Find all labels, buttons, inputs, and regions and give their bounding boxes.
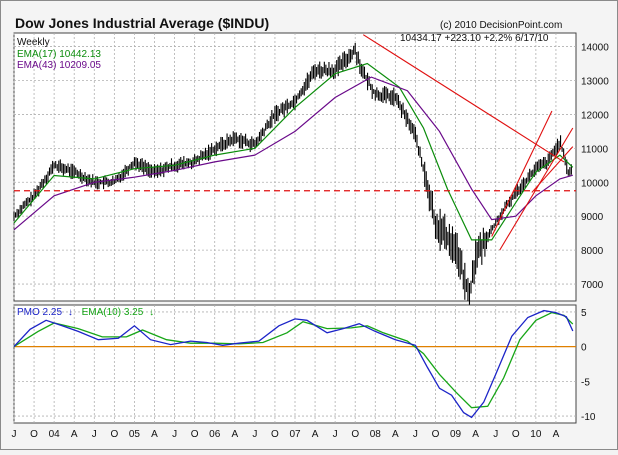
x-tick-label: 07	[289, 429, 301, 440]
x-tick-label: J	[252, 429, 257, 440]
x-tick-label: O	[512, 429, 520, 440]
pmo-y-axis: -10 -5 0 5	[581, 308, 596, 423]
price-y-tick-label: 14000	[581, 43, 609, 54]
x-tick-label: A	[231, 429, 238, 440]
x-tick-label: A	[553, 429, 560, 440]
x-tick-label: O	[271, 429, 279, 440]
quote-text: 10434.17 +223.10 +2.2% 6/17/10	[400, 33, 549, 44]
x-tick-label: 04	[49, 429, 61, 440]
price-plot	[13, 34, 576, 313]
pmo-arrow: ↓	[68, 307, 73, 318]
price-y-axis: 7000 8000 9000 10000 11000 12000 13000 14000	[581, 43, 609, 291]
x-tick-label: A	[71, 429, 78, 440]
trend-line	[491, 110, 553, 237]
pmo-ema-legend-label: EMA(10) 3.25	[82, 307, 144, 318]
x-tick-label: J	[493, 429, 498, 440]
pmo-ema-line	[13, 311, 574, 409]
x-tick-label: A	[312, 429, 319, 440]
price-y-tick-label: 12000	[581, 110, 609, 121]
trend-line	[499, 127, 574, 251]
x-tick-label: O	[110, 429, 118, 440]
pmo-legend: PMO 2.25 ↓ EMA(10) 3.25 ↓	[17, 307, 154, 318]
ema43-line	[13, 76, 573, 231]
pmo-ema-arrow: ↓	[149, 307, 154, 318]
x-tick-label: J	[172, 429, 177, 440]
pmo-grid	[13, 305, 576, 423]
x-tick-label: A	[472, 429, 479, 440]
x-tick-label: A	[151, 429, 158, 440]
ema17-line	[13, 62, 574, 241]
price-y-tick-label: 7000	[581, 280, 604, 291]
x-tick-label: 08	[370, 429, 382, 440]
ema17-legend: EMA(17) 10442.13	[17, 49, 101, 60]
price-y-tick-label: 9000	[581, 212, 604, 223]
pmo-legend-label: PMO 2.25	[17, 307, 62, 318]
x-tick-label: O	[351, 429, 359, 440]
x-tick-label: 05	[129, 429, 141, 440]
x-tick-label: O	[432, 429, 440, 440]
x-tick-label: 09	[450, 429, 462, 440]
trend-line	[531, 146, 574, 193]
pmo-plot	[13, 309, 576, 419]
x-tick-label: J	[92, 429, 97, 440]
pmo-y-tick-label: 0	[581, 343, 587, 354]
x-tick-label: O	[30, 429, 38, 440]
x-tick-label: 10	[530, 429, 542, 440]
x-tick-label: J	[413, 429, 418, 440]
price-y-tick-label: 11000	[581, 144, 609, 155]
copyright-text: (c) 2010 DecisionPoint.com	[440, 20, 562, 31]
x-tick-label: A	[392, 429, 399, 440]
x-tick-label: J	[12, 429, 17, 440]
pmo-y-tick-label: -5	[581, 377, 590, 388]
pmo-y-tick-label: 5	[581, 308, 587, 319]
pmo-line	[13, 309, 574, 419]
pmo-y-tick-label: -10	[581, 412, 596, 423]
x-tick-label: J	[333, 429, 338, 440]
ema43-legend: EMA(43) 10209.05	[17, 60, 101, 71]
price-y-tick-label: 13000	[581, 76, 609, 87]
chart-title: Dow Jones Industrial Average ($INDU)	[15, 15, 269, 31]
x-tick-label: 06	[209, 429, 221, 440]
trend-line	[362, 34, 565, 163]
x-axis: J O 04 A J O 05 A J O 06 A J O 07 A J O 08 A J O 09 A J O 10 A	[12, 429, 560, 440]
price-y-tick-label: 10000	[581, 178, 609, 189]
x-tick-label: O	[191, 429, 199, 440]
price-y-tick-label: 8000	[581, 246, 604, 257]
period-label: Weekly	[17, 37, 50, 48]
